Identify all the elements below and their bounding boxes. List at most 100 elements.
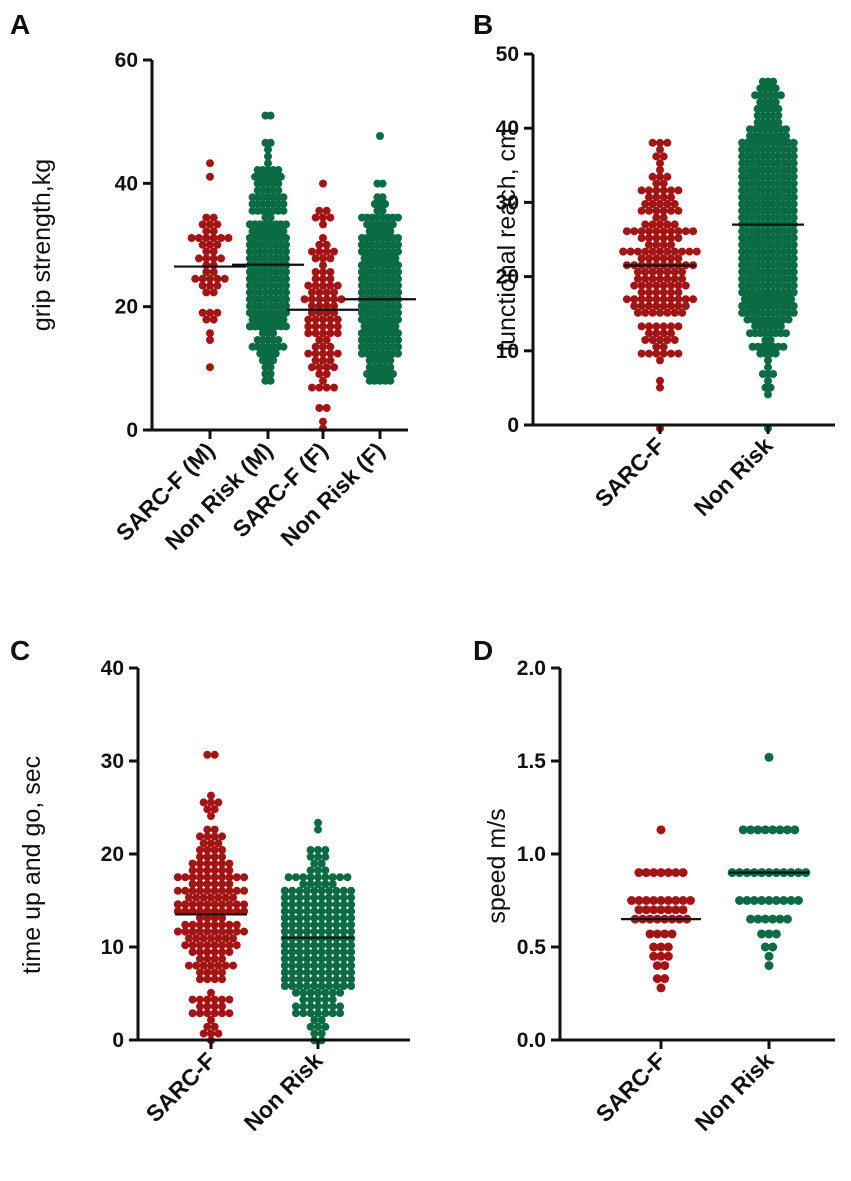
data-point [649,868,659,878]
data-point [670,268,679,276]
data-point [280,961,289,970]
data-point [288,893,297,902]
data-point [319,329,327,338]
data-point [378,179,387,188]
data-point [218,866,227,875]
data-point [195,1002,204,1011]
data-point [652,974,662,984]
data-point [746,825,756,835]
data-point [282,281,291,290]
data-point [203,900,212,909]
data-point [311,349,320,358]
data-point [195,927,204,936]
data-point [317,961,326,970]
data-point [652,186,661,195]
data-point [644,329,653,338]
data-point [386,356,395,365]
data-point [738,179,747,188]
data-point [302,927,311,936]
data-point [648,247,657,256]
data-point [317,968,326,977]
y-tick-label: 0 [507,414,519,437]
data-point [678,868,688,878]
data-point [314,825,322,834]
data-point [307,302,316,310]
data-point [670,220,679,229]
data-point [195,852,204,861]
data-point [282,220,291,229]
data-point [218,907,227,916]
data-point [282,302,291,310]
data-point [766,383,775,392]
data-point [288,920,297,929]
data-point [789,200,798,208]
data-point [789,227,798,236]
data-point [299,1009,308,1018]
data-point [325,900,334,909]
data-point [261,268,270,276]
data-point [210,886,219,895]
data-point [198,220,207,229]
data-point [218,846,227,854]
data-point [288,927,297,936]
data-point [206,159,214,168]
data-point [302,968,311,977]
data-point [304,322,313,331]
data-point [757,929,767,939]
data-point [187,234,196,242]
data-point [306,1022,315,1031]
data-point [302,982,311,990]
data-point [325,961,334,970]
data-point [394,261,403,270]
data-point [310,927,319,936]
data-point [207,1029,215,1038]
data-point [332,900,341,909]
data-point [317,900,326,909]
data-point [310,900,319,909]
data-point [386,363,395,372]
data-point [325,941,334,950]
data-point [659,206,668,215]
data-point [656,896,666,905]
data-point [649,896,659,905]
data-point [221,961,230,970]
data-point [652,213,661,222]
data-point [261,281,270,290]
data-point [199,839,208,848]
data-point [789,240,798,249]
data-point [339,920,348,929]
data-point [314,880,322,888]
data-point [210,832,219,841]
data-point [363,336,372,344]
data-point [184,893,193,902]
data-point [637,254,646,263]
data-point [217,234,226,242]
data-point [321,1009,330,1018]
data-point [656,868,666,878]
data-point [742,896,752,905]
data-point [264,159,272,168]
data-point [210,859,219,868]
data-point [218,900,227,909]
data-point [325,968,334,977]
data-point [229,934,238,943]
y-tick-label: 2.0 [517,657,546,680]
data-point [282,234,291,242]
data-point [633,268,642,276]
data-point [210,920,219,929]
data-point [209,234,218,242]
data-point [663,172,672,181]
data-point [195,846,204,854]
data-point [202,234,211,242]
data-point [274,186,283,195]
data-point [315,363,324,372]
data-point [789,159,798,168]
data-point [681,227,690,236]
data-point [210,927,219,936]
data-point [787,295,796,304]
data-point [319,261,327,270]
y-tick-label: 0.5 [517,936,547,959]
data-point [304,349,313,358]
data-point [634,905,644,915]
